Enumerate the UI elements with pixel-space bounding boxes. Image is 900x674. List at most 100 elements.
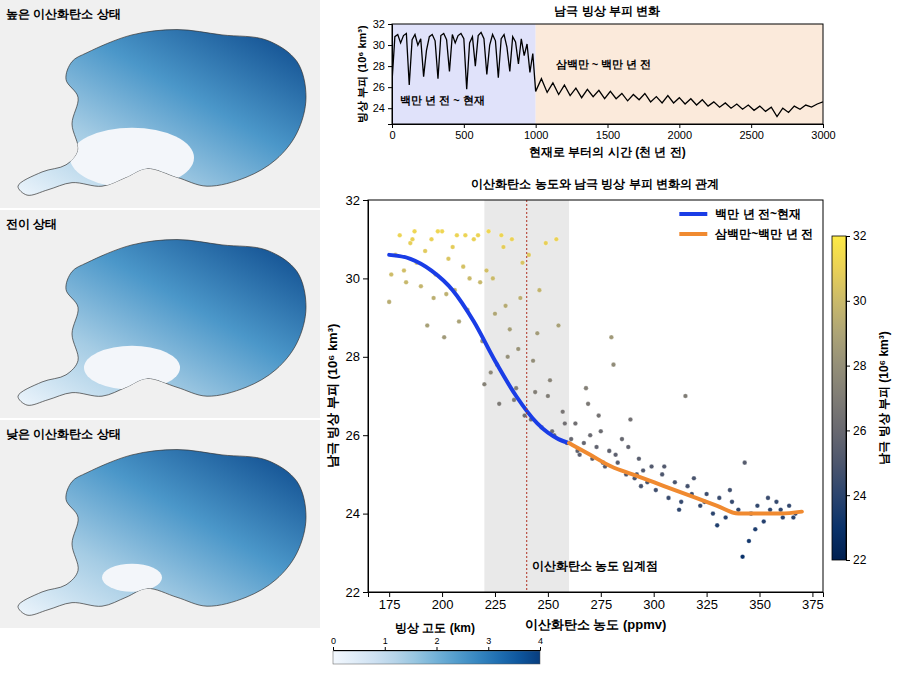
axis: 2426283032 xyxy=(373,18,393,124)
threshold-band xyxy=(484,200,569,592)
point xyxy=(639,484,644,489)
axis-title: 빙상 부피 (10⁶ km³) xyxy=(356,25,368,123)
tick-mark xyxy=(823,124,824,128)
axis-title: 이산화탄소 농도 (ppmv) xyxy=(525,617,667,632)
tick-label: 350 xyxy=(749,597,771,612)
point xyxy=(740,554,745,559)
point xyxy=(704,492,709,497)
tick: 275 xyxy=(590,592,612,612)
point xyxy=(457,319,462,324)
tick-label: 26 xyxy=(853,424,867,438)
point xyxy=(584,386,589,391)
axis-line xyxy=(393,125,824,129)
legend-swatch xyxy=(679,232,707,236)
figure: 높은 이산화탄소 상태전이 상태낮은 이산화탄소 상태01234빙상 고도 (k… xyxy=(0,0,900,674)
tick: 32 xyxy=(346,193,368,208)
continent xyxy=(18,30,306,196)
tick-label: 0 xyxy=(331,636,336,646)
tick-label: 1500 xyxy=(596,129,620,141)
colorbar xyxy=(333,651,540,664)
point xyxy=(472,237,477,242)
tick-mark xyxy=(488,647,489,650)
plot-frame xyxy=(392,24,823,124)
point xyxy=(677,507,682,512)
axis-line xyxy=(334,647,541,651)
chart-title: 이산화탄소 농도와 남극 빙상 부피 변화의 관계 xyxy=(471,177,719,191)
point xyxy=(510,237,515,242)
point xyxy=(431,296,436,301)
tick-label: 4 xyxy=(538,636,543,646)
point xyxy=(520,260,525,265)
tick: 26 xyxy=(846,424,867,438)
tick: 3000 xyxy=(811,124,835,141)
point xyxy=(717,496,722,501)
tick: 24 xyxy=(373,102,392,114)
tick-mark xyxy=(363,435,368,436)
point xyxy=(455,233,460,238)
point xyxy=(397,233,402,238)
point xyxy=(412,229,417,234)
point xyxy=(461,264,466,269)
tick-mark xyxy=(388,24,392,25)
point xyxy=(586,402,591,407)
point xyxy=(554,237,559,242)
ice-loss-area xyxy=(70,128,194,188)
point xyxy=(423,249,428,254)
region-label: 삼백만 ~ 백만 년 전 xyxy=(556,58,652,70)
tick-mark xyxy=(846,430,850,431)
tick: 28 xyxy=(373,60,392,72)
point xyxy=(609,335,614,340)
scatter-points xyxy=(387,229,798,559)
point xyxy=(683,394,688,399)
point xyxy=(598,429,603,434)
axis: 222426283032 xyxy=(846,229,867,567)
point xyxy=(742,460,747,465)
map-panel-bg xyxy=(0,420,320,628)
point xyxy=(747,539,752,544)
point xyxy=(419,284,424,289)
series-line xyxy=(392,32,823,116)
tick-label: 28 xyxy=(346,349,360,364)
point xyxy=(660,472,665,477)
tick: 32 xyxy=(373,18,392,30)
point xyxy=(410,237,415,242)
point xyxy=(546,394,551,399)
tick: 325 xyxy=(696,592,718,612)
point xyxy=(573,421,578,426)
point xyxy=(450,245,455,250)
point xyxy=(774,500,779,505)
tick-mark xyxy=(363,357,368,358)
tick: 1000 xyxy=(524,124,548,141)
tick: 30 xyxy=(346,271,368,286)
point xyxy=(673,480,678,485)
tick-mark xyxy=(464,124,465,128)
tick-mark xyxy=(388,45,392,46)
tick: 0 xyxy=(331,636,336,650)
legend-swatch xyxy=(679,212,707,216)
tick: 350 xyxy=(749,592,771,612)
point xyxy=(484,268,489,273)
tick-mark xyxy=(846,560,850,561)
point xyxy=(662,464,667,469)
tick: 28 xyxy=(346,349,368,364)
point xyxy=(654,488,659,493)
ice-loss-area xyxy=(102,564,162,592)
point xyxy=(522,413,527,418)
tick-label: 250 xyxy=(538,597,560,612)
axis-line xyxy=(847,237,851,561)
tick-label: 26 xyxy=(373,81,385,93)
point xyxy=(730,500,735,505)
point xyxy=(493,311,498,316)
tick: 28 xyxy=(846,359,867,373)
tick-label: 24 xyxy=(346,506,360,521)
tick-mark xyxy=(385,647,386,650)
point xyxy=(499,233,504,238)
axis-title: 현재로 부터의 시간 (천 년 전) xyxy=(529,145,686,159)
threshold-line xyxy=(526,200,527,592)
legend-item: 삼백만~백만 년 전 xyxy=(679,227,813,241)
point xyxy=(478,280,483,285)
point xyxy=(482,382,487,387)
tick: 2 xyxy=(434,636,439,650)
plot-frame xyxy=(368,200,823,592)
tick-label: 30 xyxy=(853,294,867,308)
